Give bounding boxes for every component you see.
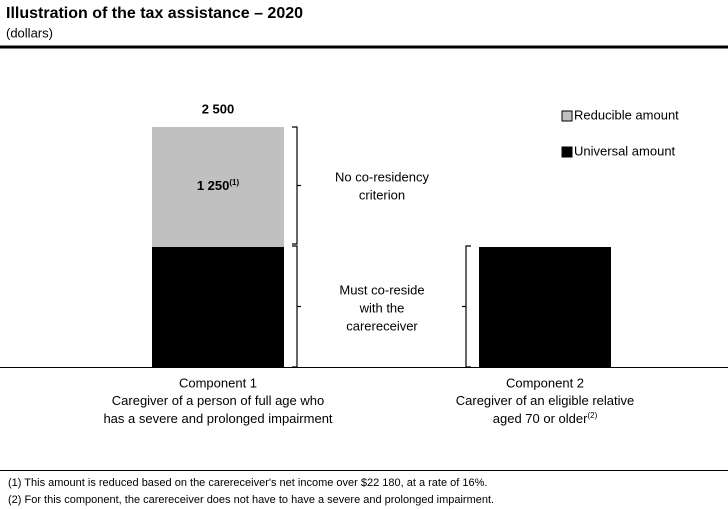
chart-subtitle: (dollars) [6, 25, 53, 40]
footnote: (1) This amount is reduced based on the … [8, 477, 487, 489]
value-label-text: 1 250 [529, 298, 562, 313]
value-label-text: 1 250 [197, 178, 230, 193]
category-description-text: aged 70 or older [493, 411, 588, 426]
category-description: has a severe and prolonged impairment [103, 411, 332, 426]
category-description-text: Caregiver of an eligible relative [456, 393, 634, 408]
bar-segment [152, 247, 284, 367]
annotation: Must co-reside [339, 282, 424, 297]
category-description-text: Caregiver of a person of full age who [112, 393, 324, 408]
annotation: carereceiver [346, 318, 418, 333]
category-description: Caregiver of a person of full age who [112, 393, 324, 408]
annotation: with the [359, 300, 405, 315]
category-label: Component 1 [179, 375, 257, 390]
bar-segment [479, 247, 611, 367]
category-label: Component 2 [506, 375, 584, 390]
bracket [292, 126, 301, 245]
bar-segment [152, 127, 284, 247]
value-label: 1 250 [529, 298, 562, 313]
legend-label: Reducible amount [574, 107, 679, 122]
legend-swatch [561, 146, 573, 158]
bracket [292, 245, 301, 368]
legend-swatch [561, 110, 573, 122]
value-label: 1 250(1) [197, 178, 240, 194]
annotation: No co-residency [335, 169, 429, 184]
value-label: 1 250 [202, 298, 235, 313]
chart-title: Illustration of the tax assistance – 202… [6, 5, 303, 22]
bracket [462, 245, 471, 368]
annotation: criterion [359, 187, 405, 202]
category-description: aged 70 or older(2) [493, 411, 598, 427]
total-label: 2 500 [202, 101, 235, 116]
value-label-text: 1 250 [202, 298, 235, 313]
footnote-mark: (1) [229, 178, 239, 187]
legend-label: Universal amount [574, 143, 676, 158]
footnote-mark: (2) [587, 411, 597, 420]
footnote: (2) For this component, the carereceiver… [8, 494, 494, 506]
category-description: Caregiver of an eligible relative [456, 393, 634, 408]
category-description-text: has a severe and prolonged impairment [103, 411, 332, 426]
